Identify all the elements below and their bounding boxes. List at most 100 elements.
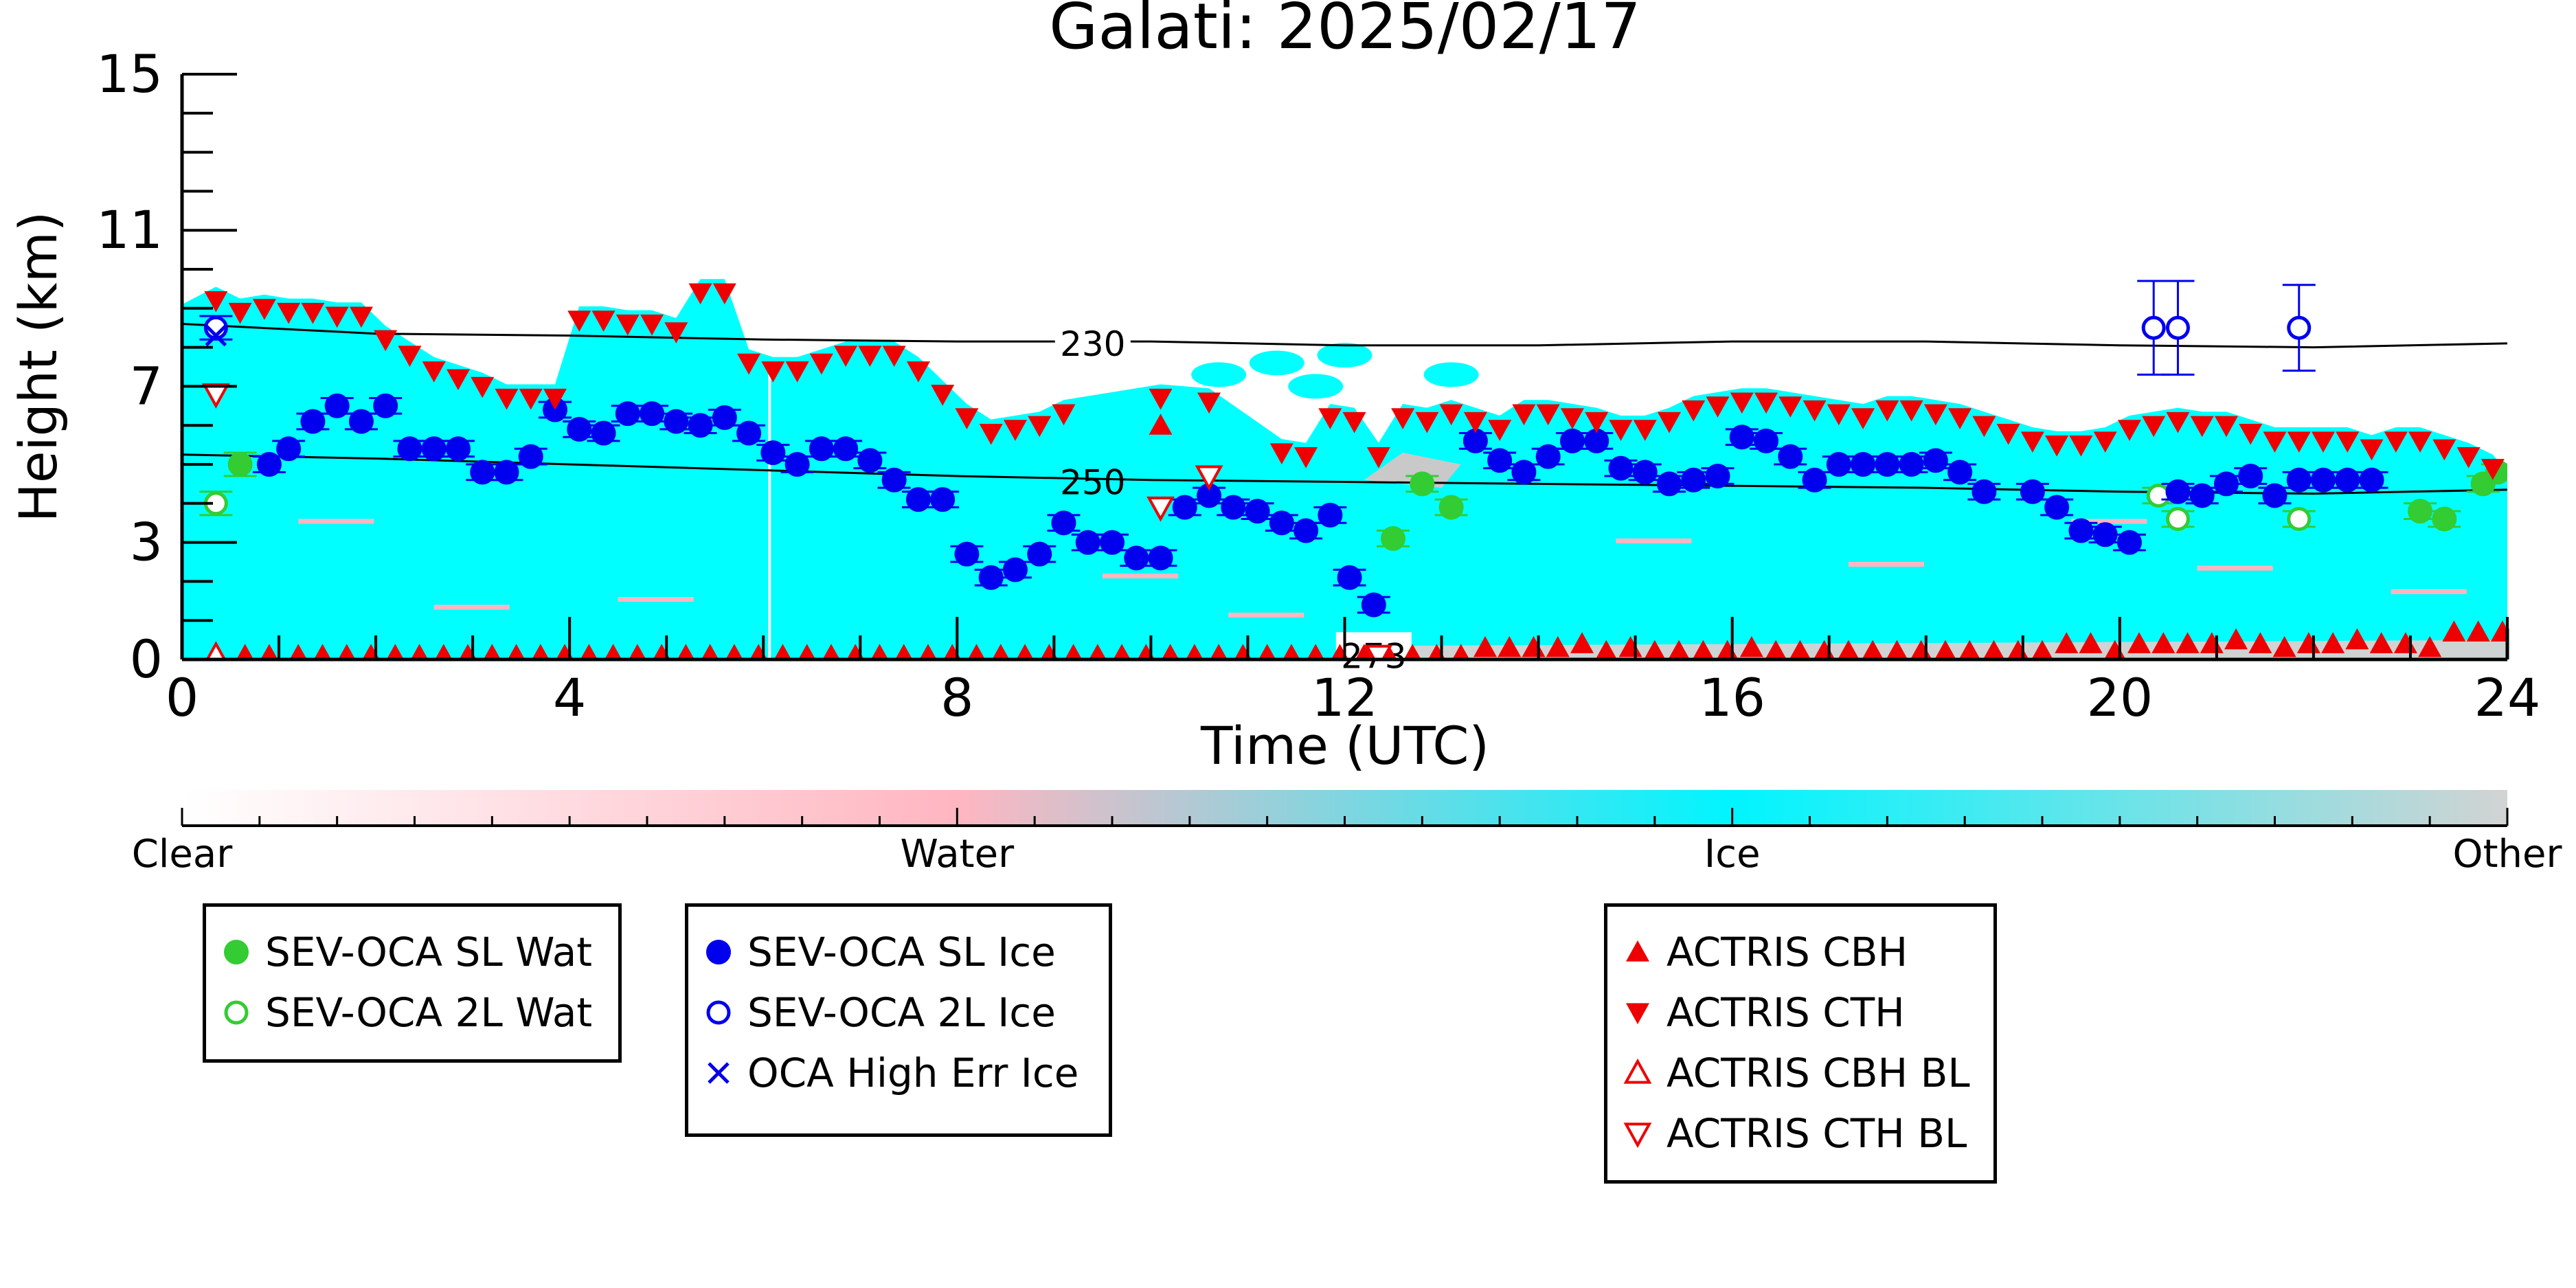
legend-item: ACTRIS CBH — [1607, 922, 1993, 982]
data-point — [205, 324, 227, 347]
legend-marker-stroke — [708, 1062, 730, 1084]
colorbar-label-clear: Clear — [132, 832, 233, 877]
data-point — [2165, 479, 2191, 504]
data-point — [1366, 447, 1390, 468]
data-point — [1498, 635, 1522, 657]
data-point — [834, 346, 858, 367]
data-point — [2311, 467, 2336, 493]
data-point — [1851, 452, 1876, 477]
legend-marker-icon — [224, 940, 249, 964]
data-point — [1657, 411, 1681, 433]
data-point — [664, 322, 688, 343]
data-point — [905, 487, 931, 512]
data-series — [199, 280, 2507, 659]
data-point-stroke — [205, 324, 227, 347]
water-region — [1102, 574, 1178, 579]
axes: 0 3 7 11 15 0 4 8 12 16 20 24 — [96, 43, 2540, 728]
data-point — [1705, 464, 1730, 489]
data-point — [2287, 315, 2312, 340]
data-point — [532, 644, 550, 659]
data-point — [1410, 471, 1435, 497]
data-point — [2335, 467, 2360, 493]
data-point — [421, 436, 447, 462]
legend-label: SEV-OCA 2L Wat — [265, 989, 593, 1036]
data-point — [2456, 447, 2481, 468]
legend-marker — [224, 940, 249, 964]
data-point — [313, 644, 332, 659]
data-point — [1958, 640, 1980, 659]
data-point — [471, 376, 495, 398]
data-point — [2127, 632, 2151, 653]
legend-label: ACTRIS CTH — [1667, 989, 1905, 1036]
data-point — [967, 644, 986, 659]
series-sev-oca-sl-wat — [223, 451, 2507, 551]
data-point — [1730, 392, 1754, 414]
data-point — [1016, 644, 1034, 659]
data-point — [1293, 518, 1319, 543]
data-point — [519, 388, 543, 410]
data-point — [2432, 506, 2457, 532]
legend-marker — [1623, 1122, 1652, 1149]
data-point — [2239, 423, 2263, 445]
data-point — [858, 346, 882, 367]
data-point — [567, 310, 591, 332]
isotherm-label-230: 230 — [1060, 324, 1125, 364]
data-point — [761, 361, 785, 383]
legend-marker-icon — [1623, 1058, 1652, 1084]
legend-marker-icon — [1626, 940, 1649, 962]
data-point — [701, 644, 719, 659]
data-point — [1051, 510, 1076, 536]
data-point — [773, 644, 792, 659]
data-point — [1754, 392, 1778, 414]
series-actris-cth — [204, 283, 2505, 480]
data-point — [1318, 502, 1343, 528]
y-axis-label: Height (km) — [8, 212, 69, 523]
data-point — [2345, 628, 2369, 650]
data-point — [398, 346, 422, 367]
ice-cloud-region — [1423, 362, 1479, 387]
isotherm-label-bg — [1054, 319, 1131, 359]
data-point — [580, 644, 598, 659]
data-point — [2369, 632, 2393, 653]
data-point — [1803, 400, 1827, 422]
legend-item: ACTRIS CTH BL — [1607, 1103, 1993, 1164]
data-point — [906, 361, 930, 383]
ice-cloud-region — [182, 279, 2507, 659]
data-point — [1172, 495, 1197, 520]
legend-item: SEV-OCA 2L Wat — [206, 982, 618, 1043]
legend-label: ACTRIS CBH — [1667, 929, 1908, 975]
legend-marker-icon — [708, 1062, 730, 1084]
data-point — [1923, 448, 1948, 473]
data-point — [605, 644, 622, 659]
data-point — [1439, 404, 1463, 426]
data-point — [1342, 411, 1366, 433]
data-point — [1355, 644, 1373, 659]
data-point — [1210, 644, 1228, 659]
data-point — [1765, 640, 1787, 659]
data-point — [1827, 404, 1851, 426]
data-point — [955, 408, 979, 429]
data-point — [1124, 545, 1149, 571]
data-point — [1972, 416, 1996, 438]
legend-marker-icon — [706, 1000, 731, 1025]
x-tick-label: 0 — [166, 667, 199, 728]
data-point — [518, 444, 543, 469]
data-point — [1948, 408, 1972, 429]
y-tick-label: 0 — [130, 629, 163, 690]
data-point — [2466, 620, 2490, 642]
data-point — [677, 644, 695, 659]
data-point — [712, 405, 737, 430]
data-point — [494, 460, 519, 485]
data-point — [615, 401, 640, 427]
data-point — [1535, 444, 1561, 469]
data-point — [2031, 640, 2053, 659]
data-point — [2117, 420, 2141, 441]
data-point — [1075, 530, 1100, 555]
legend-label: SEV-OCA SL Ice — [747, 929, 1056, 975]
data-point — [1283, 644, 1300, 659]
data-point — [2146, 483, 2171, 508]
data-point — [1754, 428, 1779, 453]
legend-marker-icon — [1626, 1003, 1649, 1024]
data-point — [1739, 635, 1763, 657]
data-point — [1585, 411, 1609, 433]
